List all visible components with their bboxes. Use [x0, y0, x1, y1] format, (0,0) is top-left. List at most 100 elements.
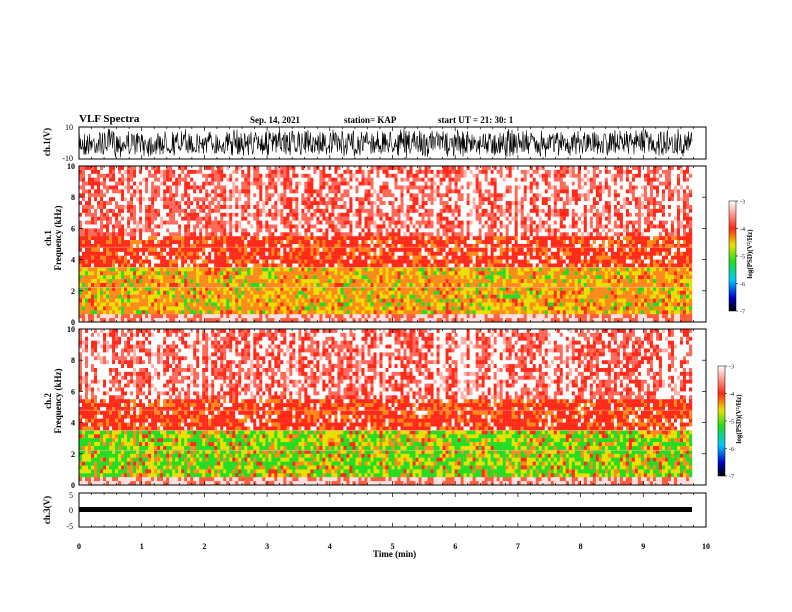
spectrogram-cell [214, 244, 218, 249]
spectrogram-cell [151, 205, 155, 210]
spectrogram-cell [220, 228, 224, 233]
spectrogram-cell [229, 267, 233, 272]
spectrogram-cell [316, 212, 320, 217]
spectrogram-cell [211, 314, 215, 319]
spectrogram-cell [109, 259, 113, 264]
spectrogram-cell [79, 318, 83, 323]
spectrogram-cell [313, 212, 317, 217]
spectrogram-cell [316, 185, 320, 190]
spectrogram-cell [235, 224, 239, 229]
spectrogram-cell [370, 212, 374, 217]
spectrogram-cell [346, 228, 350, 233]
spectrogram-cell [271, 263, 275, 268]
spectrogram-cell [424, 228, 428, 233]
spectrogram-cell [313, 290, 317, 295]
spectrogram-cell [295, 271, 299, 276]
spectrogram-cell [430, 247, 434, 252]
spectrogram-cell [115, 232, 119, 237]
spectrogram-cell [199, 244, 203, 249]
spectrogram-cell [400, 263, 404, 268]
spectrogram-cell [349, 205, 353, 210]
spectrogram-cell [373, 181, 377, 186]
spectrogram-cell [157, 302, 161, 307]
spectrogram-cell [328, 279, 332, 284]
spectrogram-cell [259, 318, 263, 323]
spectrogram-cell [379, 169, 383, 174]
spectrogram-cell [277, 177, 281, 182]
spectrogram-cell [277, 201, 281, 206]
spectrogram-cell [427, 306, 431, 311]
spectrogram-cell [430, 201, 434, 206]
spectrogram-cell [379, 173, 383, 178]
spectrogram-cell [352, 247, 356, 252]
spectrogram-cell [427, 279, 431, 284]
spectrogram-cell [253, 279, 257, 284]
spectrogram-cell [388, 224, 392, 229]
spectrogram-cell [286, 275, 290, 280]
spectrogram-cell [91, 263, 95, 268]
spectrogram-cell [82, 294, 86, 299]
spectrogram-cell [91, 212, 95, 217]
spectrogram-cell [424, 306, 428, 311]
spectrogram-cell [313, 193, 317, 198]
spectrogram-cell [262, 255, 266, 260]
spectrogram-cell [262, 224, 266, 229]
spectrogram-cell [136, 240, 140, 245]
spectrogram-cell [409, 212, 413, 217]
spectrogram-cell [85, 283, 89, 288]
spectrogram-cell [331, 240, 335, 245]
spectrogram-cell [310, 236, 314, 241]
spectrogram-cell [439, 177, 443, 182]
spectrogram-cell [118, 216, 122, 221]
spectrogram-cell [292, 201, 296, 206]
spectrogram-cell [136, 247, 140, 252]
spectrogram-cell [355, 267, 359, 272]
spectrogram-cell [319, 286, 323, 291]
spectrogram-cell [121, 193, 125, 198]
spectrogram-cell [109, 283, 113, 288]
spectrogram-cell [103, 166, 107, 171]
spectrogram-cell [151, 306, 155, 311]
spectrogram-cell [442, 263, 446, 268]
spectrogram-cell [88, 240, 92, 245]
spectrogram-cell [127, 220, 131, 225]
spectrogram-cell [184, 298, 188, 303]
spectrogram-cell [133, 298, 137, 303]
spectrogram-cell [112, 279, 116, 284]
spectrogram-cell [166, 212, 170, 217]
spectrogram-cell [211, 247, 215, 252]
spectrogram-cell [223, 177, 227, 182]
spectrogram-cell [283, 271, 287, 276]
spectrogram-cell [319, 306, 323, 311]
spectrogram-cell [232, 259, 236, 264]
spectrogram-cell [283, 283, 287, 288]
spectrogram-cell [352, 181, 356, 186]
spectrogram-cell [433, 247, 437, 252]
spectrogram-cell [205, 294, 209, 299]
spectrogram-cell [442, 177, 446, 182]
spectrogram-cell [376, 216, 380, 221]
spectrogram-cell [112, 306, 116, 311]
spectrogram-cell [436, 306, 440, 311]
spectrogram-cell [172, 166, 176, 171]
spectrogram-cell [142, 259, 146, 264]
spectrogram-cell [328, 228, 332, 233]
spectrogram-cell [238, 236, 242, 241]
spectrogram-cell [367, 251, 371, 256]
spectrogram-cell [238, 271, 242, 276]
spectrogram-cell [280, 236, 284, 241]
spectrogram-cell [205, 240, 209, 245]
spectrogram-cell [292, 302, 296, 307]
spectrogram-cell [274, 220, 278, 225]
spectrogram-cell [103, 220, 107, 225]
spectrogram-cell [442, 302, 446, 307]
spectrogram-cell [250, 220, 254, 225]
spectrogram-cell [424, 236, 428, 241]
spectrogram-cell [433, 228, 437, 233]
spectrogram-cell [91, 236, 95, 241]
spectrogram-cell [304, 240, 308, 245]
spectrogram-cell [397, 201, 401, 206]
spectrogram-cell [265, 251, 269, 256]
spectrogram-cell [97, 240, 101, 245]
spectrogram-cell [229, 173, 233, 178]
